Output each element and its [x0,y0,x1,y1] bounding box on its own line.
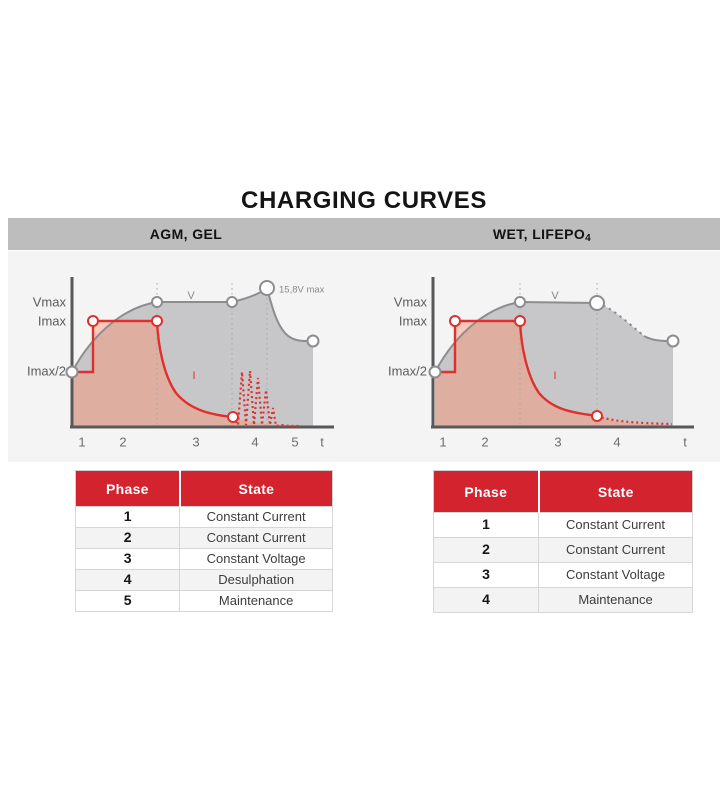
state-cell: Constant Current [179,506,333,528]
battery-type-band: AGM, GEL WET, LIFEPO 4 [8,218,720,250]
phase-cell: 2 [432,537,540,563]
x-tick-label: t [683,434,687,449]
x-tick-label: 1 [78,434,85,449]
state-cell: Constant Current [538,512,693,538]
curve-label: V [551,290,559,302]
y-axis-label: Imax [399,313,428,328]
voltage-point [259,280,275,296]
phase-cell: 2 [74,527,181,549]
band-label-agm-gel: AGM, GEL [8,218,364,250]
voltage-point [306,334,320,348]
curve-label: V [187,290,195,302]
current-point [151,315,163,327]
voltage-point [428,365,442,379]
phase-column-header: Phase [75,470,181,507]
band-label-agm-gel-text: AGM, GEL [149,226,223,242]
y-axis-label: Vmax [394,294,428,309]
current-point [514,315,526,327]
current-curve-dotted [596,414,673,426]
phase-table-row: 3 Constant Voltage [432,562,693,588]
x-tick-label: 4 [251,434,258,449]
phase-table-row: 4 Desulphation [74,569,333,591]
page-title: CHARGING CURVES [241,187,487,214]
x-tick-label: t [320,434,324,449]
x-tick-label: 5 [291,434,298,449]
phase-cell: 1 [432,512,540,538]
voltage-point [151,296,163,308]
wet-lifepo4-phase-table: Phase State 1 Constant Current 2 Constant C… [432,470,693,613]
voltage-point [666,334,680,348]
table-header-row: Phase State [433,470,693,513]
state-cell: Constant Voltage [538,562,693,588]
current-point [87,315,99,327]
band-label-wet-lifepo4-sub: 4 [585,232,592,244]
state-cell: Maintenance [179,590,333,612]
phase-table-row: 2 Constant Current [74,527,333,549]
y-axis-label: Imax [38,313,67,328]
phase-table-row: 2 Constant Current [432,537,693,563]
phase-table-row: 1 Constant Current [432,512,693,538]
phase-cell: 3 [74,548,181,570]
x-tick-label: 1 [439,434,446,449]
state-cell: Constant Voltage [179,548,333,570]
state-cell: Constant Current [538,537,693,563]
agm-gel-chart: Vmax Imax Imax/2 1 2 3 4 5 t V I 15,8V max [27,277,334,449]
band-label-wet-lifepo4-text: WET, LIFEPO [492,226,586,242]
y-axis-label: Imax/2 [27,363,66,378]
voltage-point [514,296,526,308]
state-cell: Maintenance [538,587,693,613]
voltage-point [589,295,605,311]
voltage-area [435,302,673,427]
phase-cell: 3 [432,562,540,588]
phase-cell: 4 [74,569,181,591]
state-cell: Desulphation [179,569,333,591]
y-axis-label: Imax/2 [388,363,427,378]
phase-table-row: 1 Constant Current [74,506,333,528]
x-tick-label: 2 [481,434,488,449]
current-point [227,411,239,423]
phase-cell: 4 [432,587,540,613]
table-header-row: Phase State [75,470,333,507]
x-tick-label: 4 [613,434,620,449]
peak-annotation: 15,8V max [279,285,325,296]
voltage-curve-dotted [596,302,645,337]
voltage-point [65,365,79,379]
voltage-point [226,296,238,308]
phase-table-row: 4 Maintenance [432,587,693,613]
agm-gel-phase-table: Phase State 1 Constant Current 2 Constant C… [74,470,333,612]
state-cell: Constant Current [179,527,333,549]
phase-table-row: 3 Constant Voltage [74,548,333,570]
current-point [449,315,461,327]
charts-panel: Vmax Imax Imax/2 1 2 3 4 5 t V I 15,8V max Vmax Imax… [8,251,720,462]
x-tick-label: 3 [192,434,199,449]
x-tick-label: 2 [119,434,126,449]
phase-table-row: 5 Maintenance [74,590,333,612]
state-column-header: State [538,470,693,513]
phase-cell: 5 [74,590,181,612]
state-column-header: State [179,470,333,507]
current-area [72,321,296,427]
curve-label: I [553,370,556,382]
phase-cell: 1 [74,506,181,528]
current-curve-dotted [232,370,300,429]
x-tick-label: 3 [554,434,561,449]
y-axis-label: Vmax [33,294,67,309]
phase-column-header: Phase [433,470,540,513]
band-label-wet-lifepo4: WET, LIFEPO 4 [364,218,720,250]
wet-lifepo4-chart: Vmax Imax Imax/2 1 2 3 4 t V I [388,277,694,449]
current-point [591,410,603,422]
voltage-area [72,288,313,427]
current-area [435,321,672,427]
curve-label: I [192,370,195,382]
